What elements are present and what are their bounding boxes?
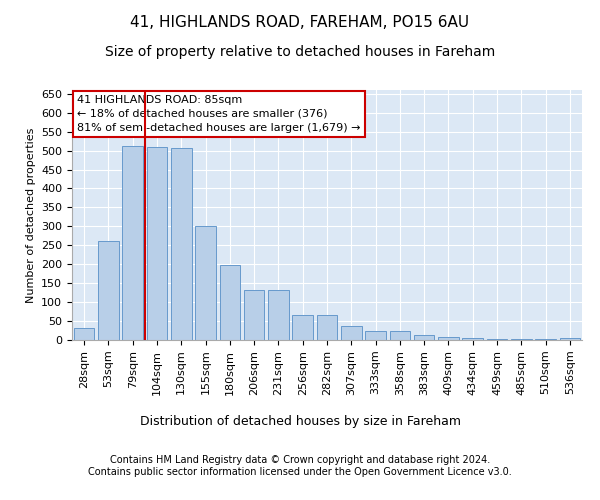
Text: Size of property relative to detached houses in Fareham: Size of property relative to detached ho…	[105, 45, 495, 59]
Text: 41, HIGHLANDS ROAD, FAREHAM, PO15 6AU: 41, HIGHLANDS ROAD, FAREHAM, PO15 6AU	[130, 15, 470, 30]
Text: Distribution of detached houses by size in Fareham: Distribution of detached houses by size …	[139, 415, 461, 428]
Bar	[292, 316, 313, 340]
Bar	[535, 339, 556, 340]
Bar	[244, 290, 265, 340]
Bar	[414, 334, 434, 340]
Bar	[98, 241, 119, 340]
Bar	[195, 226, 216, 340]
Bar	[171, 148, 191, 340]
Bar	[389, 332, 410, 340]
Bar	[487, 339, 508, 340]
Bar	[317, 316, 337, 340]
Bar	[220, 266, 240, 340]
Bar	[146, 147, 167, 340]
Y-axis label: Number of detached properties: Number of detached properties	[26, 128, 35, 302]
Text: 41 HIGHLANDS ROAD: 85sqm
← 18% of detached houses are smaller (376)
81% of semi-: 41 HIGHLANDS ROAD: 85sqm ← 18% of detach…	[77, 95, 361, 133]
Bar	[122, 146, 143, 340]
Bar	[463, 338, 483, 340]
Text: Contains HM Land Registry data © Crown copyright and database right 2024.
Contai: Contains HM Land Registry data © Crown c…	[88, 455, 512, 476]
Bar	[438, 337, 459, 340]
Bar	[560, 338, 580, 340]
Bar	[341, 326, 362, 340]
Bar	[511, 339, 532, 340]
Bar	[74, 328, 94, 340]
Bar	[268, 290, 289, 340]
Bar	[365, 332, 386, 340]
